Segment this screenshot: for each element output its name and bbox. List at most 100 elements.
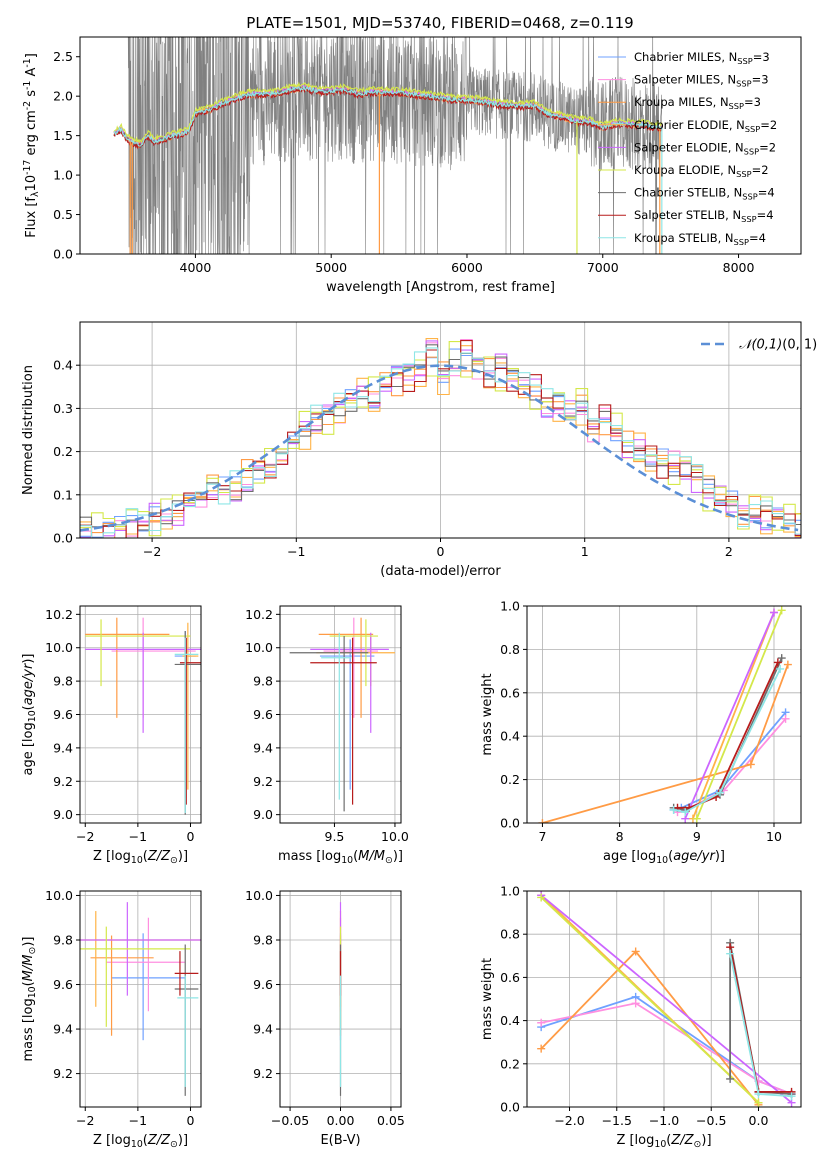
- axes-frame: [79, 890, 202, 1108]
- weight-line: [541, 1002, 792, 1095]
- x-axis-label: (data-model)/error: [380, 564, 501, 579]
- legend-label: Chabrier ELODIE, NSSP​=2: [634, 118, 777, 134]
- weight-marker: [754, 1090, 763, 1099]
- errorbar-point: [179, 637, 201, 805]
- y-tick-label: 9.6: [53, 707, 73, 722]
- y-tick-label: 9.8: [53, 674, 73, 689]
- age_vs_Z-plot-area: [85, 617, 201, 815]
- age_vs_mass-plot-area: [289, 617, 395, 812]
- legend-label: Chabrier MILES, NSSP​=3: [634, 50, 770, 66]
- x-tick-label: 6000: [451, 260, 483, 275]
- x-tick-label: 9: [693, 829, 701, 844]
- x-tick-label: 7000: [587, 260, 619, 275]
- errorbar-point: [177, 975, 199, 1087]
- errorbar-point: [80, 926, 191, 1027]
- y-tick-label: 0.4: [500, 1013, 520, 1028]
- weight-line: [540, 894, 793, 1104]
- y-tick-label: 10.0: [45, 888, 73, 903]
- y-axis-label: Flux [fλ​10-17​ erg cm-2​ s-1​ A-1​]: [22, 53, 41, 238]
- y-tick-label: 9.2: [53, 774, 73, 789]
- weight-marker: [537, 893, 546, 902]
- y-tick-label: 0.0: [53, 247, 73, 262]
- weight_vs_age-panel: 7 8 9 10 0.0 0.2 0.4 0.6 0.8 1.0 age [log10​(age/y…: [480, 599, 802, 866]
- axes-frame: [526, 605, 802, 824]
- y-tick-label: 10.0: [45, 640, 73, 655]
- mass_vs_Z-plot-area: [80, 902, 201, 1096]
- y-tick-label: 0.8: [500, 642, 520, 657]
- x-axis-label: E(B-V): [320, 1133, 360, 1148]
- x-tick-label: −1: [287, 544, 305, 559]
- axes-frame: [79, 36, 802, 255]
- weight-marker: [715, 788, 724, 797]
- x-tick-label: −0.5: [696, 1113, 726, 1128]
- y-tick-label: 9.6: [253, 977, 273, 992]
- legend-label: Salpeter ELODIE, NSSP​=2: [634, 140, 776, 156]
- x-tick-label: 7: [538, 829, 546, 844]
- weight-line: [673, 668, 782, 814]
- x-tick-label: 5000: [315, 260, 347, 275]
- weight-line: [540, 896, 760, 1104]
- y-tick-label: 0.3: [53, 401, 73, 416]
- y-tick-label: 9.2: [253, 774, 273, 789]
- errorbar-point: [174, 637, 199, 813]
- x-axis-label: wavelength [Angstrom, rest frame]: [326, 280, 555, 295]
- y-tick-label: 10.2: [245, 607, 273, 622]
- y-tick-label: 9.2: [53, 1066, 73, 1081]
- x-tick-label: −1.5: [602, 1113, 632, 1128]
- x-tick-label: −1: [129, 1113, 147, 1128]
- x-axis-label: mass [log10​(M/M⊙​)]: [278, 849, 403, 866]
- x-tick-label: 10: [766, 829, 782, 844]
- weight-marker: [669, 805, 678, 814]
- x-tick-label: 9.5: [325, 829, 345, 844]
- model-spectrum-line: [113, 84, 663, 147]
- weight-marker: [776, 664, 785, 673]
- weight-marker: [787, 1092, 796, 1101]
- y-tick-label: 9.4: [53, 740, 73, 755]
- y-tick-label: 0.0: [500, 816, 520, 831]
- y-tick-label: 0.2: [500, 772, 520, 787]
- errorbar-point: [85, 619, 191, 687]
- mass_vs_EBV-panel: −0.05 0.00 0.05 9.2 9.4 9.6 9.8 10.0 E(B-V): [245, 888, 405, 1148]
- y-tick-label: 9.4: [253, 1022, 273, 1037]
- y-tick-label: 9.6: [53, 977, 73, 992]
- y-axis-label: Normed distribution: [21, 365, 36, 495]
- y-axis-label: mass [log10​(M/M⊙​)]: [21, 937, 38, 1062]
- weight-line: [692, 612, 775, 820]
- weight-marker: [746, 760, 755, 769]
- y-tick-label: 9.4: [53, 1022, 73, 1037]
- y-tick-label: 1.0: [500, 599, 520, 614]
- legend-label: 𝒩(0,1)(0, 1): [739, 338, 817, 353]
- weight_vs_Z-panel: −2.0 −1.5 −1.0 −0.5 0.0 0.0 0.2 0.4 0.6 0.8 1.0 Z […: [480, 884, 802, 1150]
- x-tick-label: 0.00: [327, 1113, 355, 1128]
- y-tick-label: 0.6: [500, 970, 520, 985]
- y-tick-label: 9.8: [253, 674, 273, 689]
- weight-marker: [781, 714, 790, 723]
- model-spectrum-line: [113, 87, 663, 150]
- y-tick-label: 2.5: [53, 49, 73, 64]
- errorbar-point: [174, 951, 199, 996]
- observed-spectrum: [127, 37, 663, 254]
- errorbar-point: [318, 617, 374, 718]
- weight-marker: [631, 947, 640, 956]
- errorbar-point: [319, 639, 375, 790]
- weight-marker: [681, 808, 690, 817]
- errorbar-point: [310, 637, 377, 805]
- y-tick-label: 0.5: [53, 207, 73, 222]
- x-tick-label: −0.05: [271, 1113, 309, 1128]
- weight-marker: [537, 1044, 546, 1053]
- x-tick-label: 8000: [723, 260, 755, 275]
- residuals-plot-area: [80, 338, 801, 538]
- spectrum-plot-area: [113, 37, 663, 254]
- y-axis-label: mass weight: [480, 958, 495, 1040]
- errorbar-point: [289, 636, 369, 812]
- spectrum-panel: 4000 5000 6000 7000 8000 0.0 0.5 1.0 1.5 2.0 2.5 wa…: [22, 36, 802, 295]
- weight-marker: [769, 608, 778, 617]
- x-axis-label: Z [log10​(Z/Z⊙​)]: [93, 849, 188, 866]
- x-tick-label: −2: [76, 1113, 94, 1128]
- weight-marker: [538, 819, 547, 823]
- y-tick-label: 0.0: [53, 531, 73, 546]
- y-tick-label: 0.8: [500, 927, 520, 942]
- normal-reference-curve: [80, 364, 799, 532]
- x-tick-label: 1: [581, 544, 589, 559]
